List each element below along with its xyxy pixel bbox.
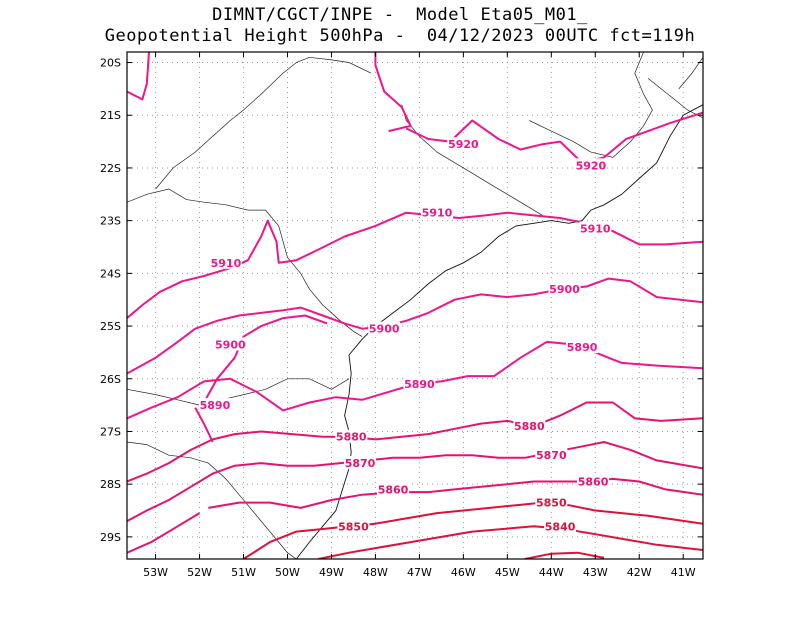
- contour-label-5910: 5910: [580, 223, 611, 236]
- state-border: [127, 441, 297, 559]
- contour-label-5900: 5900: [549, 283, 580, 296]
- state-border: [127, 188, 363, 337]
- contour-line-5920: [127, 52, 150, 101]
- lat-tick-label: 20S: [100, 57, 121, 70]
- contour-line-5890: [194, 407, 214, 443]
- contour-label-bg: [548, 282, 581, 296]
- lon-tick-label: 50W: [275, 566, 300, 579]
- state-border: [529, 52, 653, 158]
- coastline: [295, 104, 703, 559]
- contour-line-5840: [318, 525, 703, 559]
- contour-label-bg: [337, 519, 370, 533]
- contour-label-bg: [335, 429, 368, 443]
- lon-tick-label: 47W: [407, 566, 432, 579]
- map-grid: [127, 52, 703, 559]
- contour-label-bg: [544, 519, 577, 533]
- lon-tick-label: 44W: [539, 566, 564, 579]
- contour-label-bg: [198, 398, 231, 412]
- contour-label-5920: 5920: [448, 138, 479, 151]
- contour-line-5860: [208, 477, 703, 509]
- state-border: [647, 78, 703, 119]
- lat-tick-label: 27S: [100, 425, 121, 438]
- lat-tick-label: 26S: [100, 373, 121, 386]
- contour-line-5920: [374, 52, 412, 133]
- lon-tick-label: 45W: [495, 566, 520, 579]
- contour-label-5850: 5850: [338, 520, 369, 533]
- contour-label-bg: [447, 137, 480, 151]
- contour-line-5850: [242, 501, 703, 559]
- lat-tick-label: 24S: [100, 267, 121, 280]
- contour-label-bg: [535, 448, 568, 462]
- contour-label-bg: [209, 255, 242, 269]
- lon-tick-label: 48W: [363, 566, 388, 579]
- contour-label-5890: 5890: [200, 399, 231, 412]
- contour-label-bg: [368, 321, 401, 335]
- geography-layer: [127, 52, 703, 559]
- contour-line-5900: [127, 277, 703, 375]
- lon-tick-label: 41W: [671, 566, 696, 579]
- lat-tick-label: 29S: [100, 531, 121, 544]
- contour-label-5880: 5880: [514, 420, 545, 433]
- lon-tick-label: 52W: [187, 566, 212, 579]
- lat-tick-label: 22S: [100, 162, 121, 175]
- contour-label-5890: 5890: [404, 378, 435, 391]
- contour-label-bg: [577, 474, 610, 488]
- contour-label-5920: 5920: [576, 159, 607, 172]
- map-title-line-2: Geopotential Height 500hPa - 04/12/2023 …: [104, 26, 696, 46]
- contour-line-5860: [127, 512, 201, 554]
- axis-ticks: 53W 52W 51W 50W 49W 48W 47W 46W 45W 44W 43W 42W 41W 2…: [100, 52, 703, 579]
- lat-tick-label: 28S: [100, 478, 121, 491]
- contour-label-bg: [566, 340, 599, 354]
- contour-label-5850: 5850: [536, 497, 567, 510]
- lat-tick-label: 23S: [100, 215, 121, 228]
- contour-label-5880: 5880: [336, 431, 367, 444]
- contour-layer: [127, 52, 703, 559]
- contour-label-5890: 5890: [567, 341, 598, 354]
- contour-label-5900: 5900: [369, 323, 400, 336]
- contour-label-5900: 5900: [215, 339, 246, 352]
- contour-label-bg: [513, 419, 546, 433]
- contour-label-5870: 5870: [536, 449, 567, 462]
- contour-line-5910: [127, 211, 703, 319]
- contour-label-bg: [579, 221, 612, 235]
- contour-label-5860: 5860: [378, 483, 409, 496]
- plot-frame: [126, 51, 704, 560]
- state-border: [127, 378, 350, 406]
- lon-tick-label: 49W: [319, 566, 344, 579]
- contour-label-bg: [403, 377, 436, 391]
- contour-line-5870: [127, 441, 703, 522]
- contour-label-bg: [214, 337, 247, 351]
- lon-tick-label: 51W: [231, 566, 256, 579]
- lat-tick-label: 21S: [100, 109, 121, 122]
- contour-line-5900: [198, 314, 328, 411]
- map-title-line-1: DIMNT/CGCT/INPE - Model Eta05_M01_: [212, 5, 588, 25]
- contour-label-5910: 5910: [211, 257, 242, 270]
- lon-tick-label: 42W: [627, 566, 652, 579]
- contour-label-bg: [535, 495, 568, 509]
- lon-tick-label: 43W: [583, 566, 608, 579]
- contour-label-5840: 5840: [545, 520, 576, 533]
- contour-label-5870: 5870: [345, 457, 376, 470]
- contour-label-bg: [377, 482, 410, 496]
- contour-line-5880: [127, 401, 703, 483]
- contour-labels: 5920 5920 5910 5910 5910 5900 5900 5900 5890 5890…: [198, 137, 612, 533]
- contour-label-bg: [420, 205, 453, 219]
- lon-tick-label: 46W: [451, 566, 476, 579]
- contour-label-5910: 5910: [422, 207, 453, 220]
- state-border: [401, 104, 543, 216]
- contour-label-bg: [344, 456, 377, 470]
- lon-tick-label: 53W: [143, 566, 168, 579]
- lat-tick-label: 25S: [100, 320, 121, 333]
- state-border: [678, 57, 703, 90]
- contour-label-5860: 5860: [578, 476, 609, 489]
- contour-label-bg: [574, 158, 607, 172]
- state-border: [155, 56, 372, 190]
- contour-line-5830: [524, 551, 605, 559]
